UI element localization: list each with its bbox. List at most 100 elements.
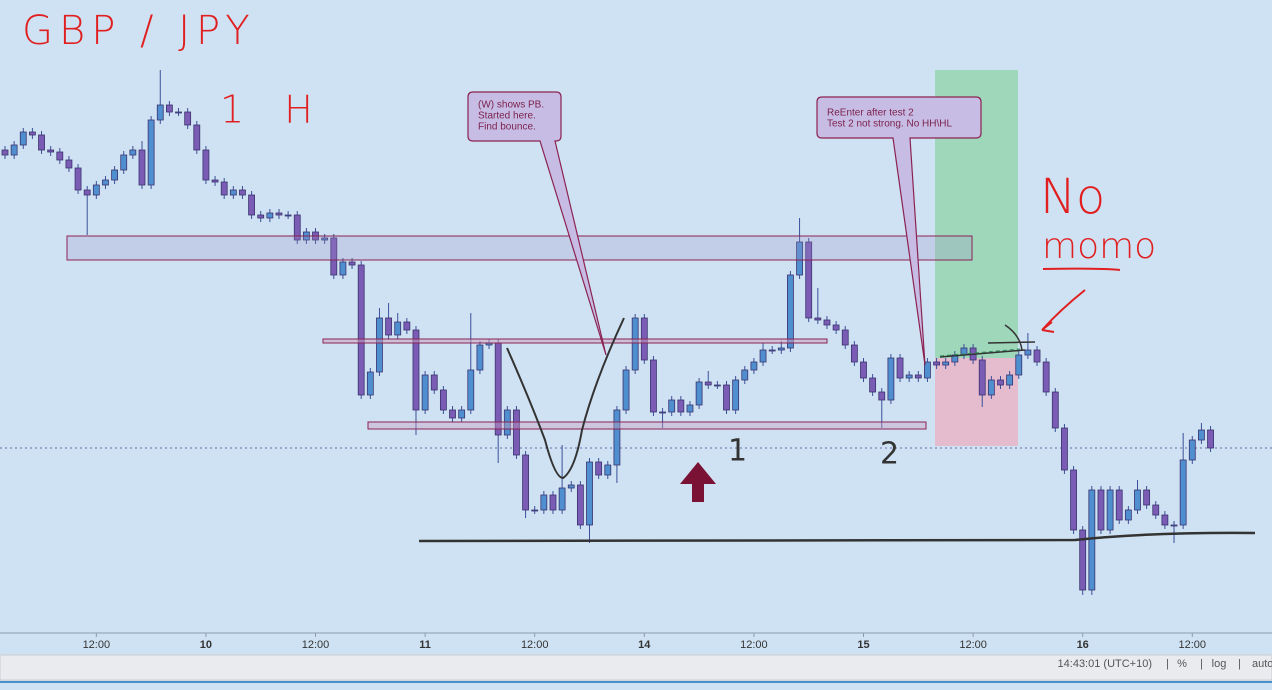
marker-strokes xyxy=(939,324,1036,358)
candle-body xyxy=(586,461,593,526)
candle-body xyxy=(357,264,365,396)
candle-body xyxy=(1097,489,1105,531)
candle-body xyxy=(659,411,666,414)
candle-body xyxy=(814,317,822,321)
candle-body xyxy=(787,274,794,349)
candle-body xyxy=(175,111,182,114)
candle-body xyxy=(74,167,82,191)
candle-body xyxy=(750,361,758,371)
log-toggle[interactable]: log xyxy=(1212,658,1227,670)
plot-background xyxy=(0,0,1272,633)
candle-body xyxy=(695,381,703,406)
callout-1 xyxy=(467,91,607,356)
candle-body xyxy=(1006,374,1014,386)
candle-body xyxy=(905,374,913,379)
x-tick-label: 15 xyxy=(857,639,869,651)
candle-body xyxy=(120,154,128,171)
support-zone xyxy=(367,421,927,430)
candle-body xyxy=(248,194,255,216)
x-tick-label: 11 xyxy=(419,639,431,651)
candle-body xyxy=(321,237,329,241)
x-tick-label: 16 xyxy=(1077,639,1089,651)
candle-body xyxy=(366,371,374,396)
candle-body xyxy=(193,124,201,151)
x-tick-label: 12:00 xyxy=(521,639,549,651)
candle-body xyxy=(138,149,146,186)
candle-body xyxy=(330,237,338,276)
callout-text: Find bounce. xyxy=(478,122,536,133)
candle-body xyxy=(1134,489,1141,511)
candle-body xyxy=(494,342,502,436)
candle-body xyxy=(239,189,246,196)
auto-toggle[interactable]: auto xyxy=(1252,658,1272,670)
candle-body xyxy=(156,104,164,121)
candle-body xyxy=(1,149,9,156)
candle-body xyxy=(933,361,940,366)
candle-body xyxy=(1143,489,1151,506)
test-label: 2 xyxy=(880,437,899,472)
candle-body xyxy=(339,261,347,276)
candle-body xyxy=(768,349,776,352)
candle-body xyxy=(28,131,36,136)
candle-body xyxy=(394,321,402,336)
candle-body xyxy=(878,391,886,401)
candle-body xyxy=(531,509,539,512)
candle-body xyxy=(1124,509,1132,521)
percent-toggle[interactable]: % xyxy=(1177,658,1187,670)
candle-body xyxy=(38,134,45,151)
support-line xyxy=(418,531,1256,543)
candle-body xyxy=(558,487,566,511)
candle-body xyxy=(576,484,584,526)
candle-body xyxy=(850,344,858,363)
candle-body xyxy=(732,379,740,411)
candle-body xyxy=(860,361,867,379)
candle-body xyxy=(759,349,767,363)
candle-body xyxy=(1088,489,1096,591)
candle-body xyxy=(704,381,712,386)
candle-body xyxy=(686,404,694,413)
candle-body xyxy=(841,329,849,346)
candle-body xyxy=(458,409,466,419)
candle-body xyxy=(1106,489,1114,531)
candle-body xyxy=(823,319,831,326)
level-zone xyxy=(322,338,828,344)
x-tick-label: 14 xyxy=(638,639,651,651)
candle-body xyxy=(412,329,420,411)
candle-body xyxy=(513,409,520,456)
candle-body xyxy=(275,212,283,216)
chart-subtitle: 1 H xyxy=(220,88,327,132)
candle-body xyxy=(796,241,803,276)
candle-body xyxy=(1179,459,1187,526)
candle-body xyxy=(47,149,55,153)
candle-body xyxy=(92,184,100,196)
callout-text: Test 2 not strong. No HH\HL xyxy=(827,119,952,130)
callout-text: (W) shows PB. xyxy=(478,100,544,111)
x-tick-label: 12:00 xyxy=(302,639,330,651)
candle-body xyxy=(549,494,557,511)
candle-body xyxy=(604,464,612,476)
candle-body xyxy=(522,454,529,511)
loss-zone xyxy=(935,358,1018,446)
candle-body xyxy=(56,151,64,161)
candles xyxy=(1,70,1214,595)
candle-body xyxy=(430,374,438,391)
candle-body xyxy=(997,379,1004,386)
candle-body xyxy=(595,461,603,476)
candle-body xyxy=(1188,439,1196,461)
candle-body xyxy=(1198,429,1205,441)
candle-body xyxy=(869,377,877,393)
candle-body xyxy=(942,361,950,366)
candle-body xyxy=(147,119,155,186)
candle-body xyxy=(376,317,383,373)
candle-body xyxy=(348,261,356,266)
candle-body xyxy=(421,374,429,411)
candle-body xyxy=(613,409,621,466)
candle-body xyxy=(1161,514,1169,526)
candle-body xyxy=(1051,391,1059,429)
candle-body xyxy=(978,359,986,396)
chart-title: GBP / JPY xyxy=(22,8,256,54)
callout-text: Started here. xyxy=(478,111,536,122)
candle-body xyxy=(777,347,785,351)
